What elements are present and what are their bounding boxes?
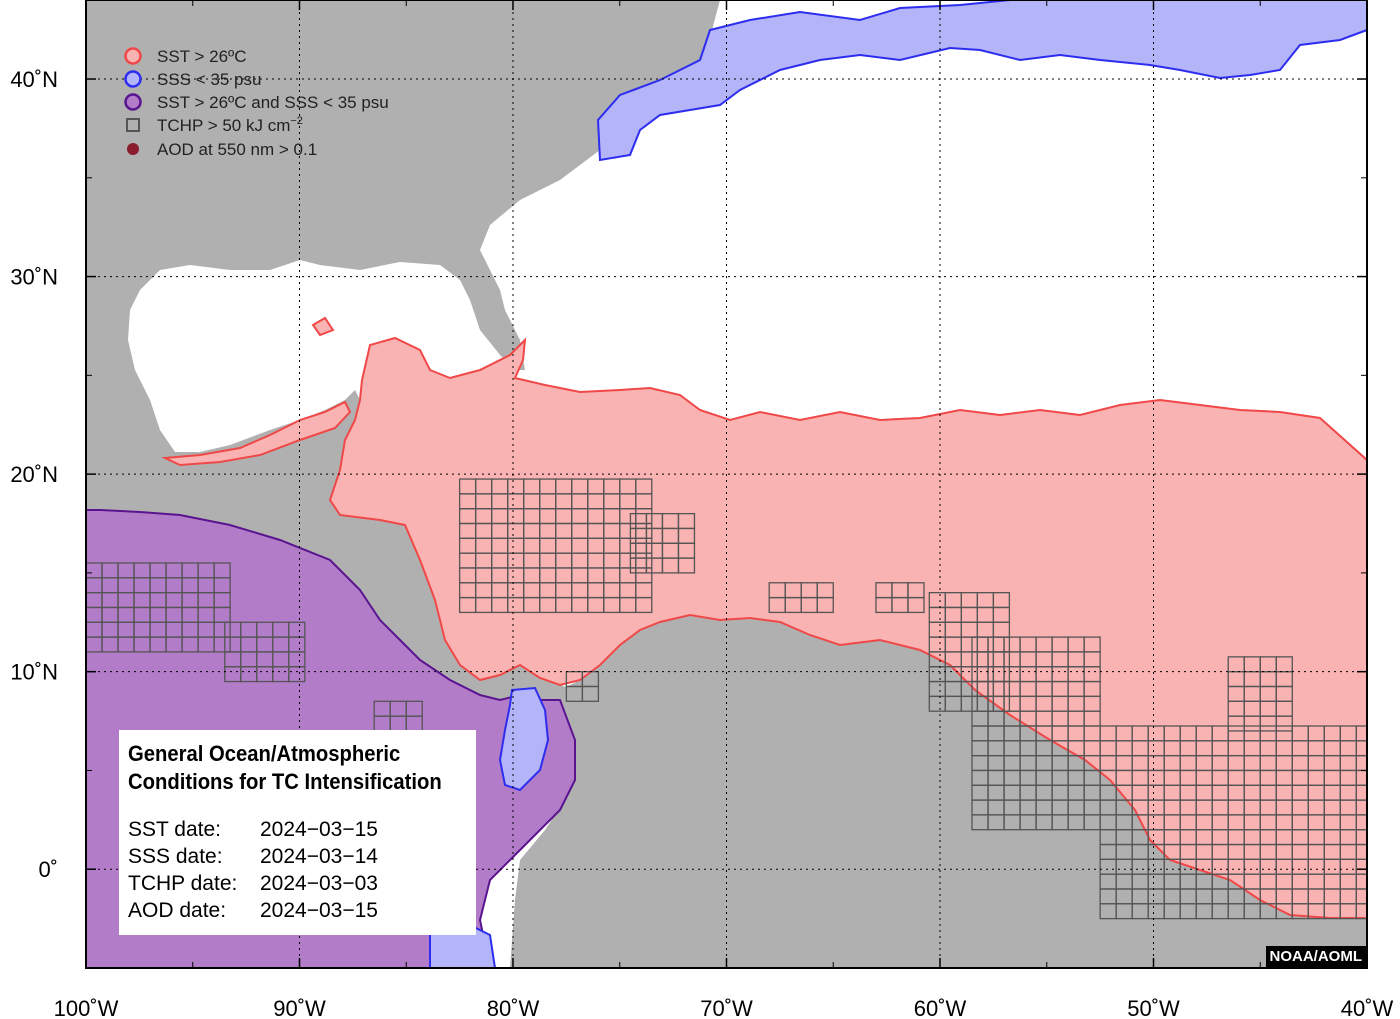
legend-symbol-tchp: [126, 118, 140, 132]
info-value-sst: 2024−03−15: [260, 818, 378, 841]
lon-tick-label: 50˚W: [1127, 996, 1180, 1019]
legend-label-sss: SSS < 35 psu: [157, 70, 261, 89]
legend-item-tchp: TCHP > 50 kJ cm−2: [126, 115, 303, 135]
tchp-cell: [405, 700, 423, 717]
lat-tick-label: 0˚: [38, 857, 58, 882]
legend-label-both: SST > 26ºC and SSS < 35 psu: [157, 93, 389, 112]
map-legend: SST > 26ºC SSS < 35 psu SST > 26ºC and S…: [124, 47, 389, 159]
legend-symbol-both: [124, 93, 142, 111]
sst-warm-region: [328, 336, 1367, 919]
credit-badge: NOAA/AOML: [1265, 946, 1366, 968]
north-america-land: [86, 0, 720, 700]
info-box: General Ocean/Atmospheric Conditions for…: [119, 730, 476, 935]
sss-low-region-north: [596, 0, 1367, 162]
tchp-cell: [677, 512, 696, 530]
tchp-cell: [1355, 725, 1367, 742]
sst-warm-patch: [311, 316, 335, 337]
legend-item-sst: SST > 26ºC: [124, 47, 247, 66]
tchp-cell: [213, 562, 231, 579]
lon-tick-label: 60˚W: [914, 996, 967, 1019]
info-value-sss: 2024−03−14: [260, 845, 378, 868]
lon-tick-label: 80˚W: [487, 996, 540, 1019]
legend-symbol-sst: [124, 47, 142, 65]
map-axes: 100˚W 90˚W 80˚W 70˚W 60˚W 50˚W 40˚W 40˚N 30˚N 20˚…: [10, 0, 1394, 1019]
south-america-land: [510, 615, 1367, 968]
tchp-cell: [288, 621, 306, 638]
info-label-sss: SSS date:: [128, 845, 223, 868]
lat-tick-label: 30˚N: [10, 265, 58, 290]
tchp-grid-layer: [86, 478, 1367, 920]
lat-tick-label: 40˚N: [10, 67, 58, 92]
tchp-cell: [992, 592, 1011, 609]
lon-tick-label: 40˚W: [1341, 996, 1394, 1019]
tchp-cell: [635, 478, 653, 495]
info-row-aod: AOD date: 2024−03−15: [128, 897, 466, 924]
info-label-sst: SST date:: [128, 818, 222, 841]
info-value-tchp: 2024−03−03: [260, 872, 378, 895]
legend-symbol-aod: [127, 143, 139, 155]
sss-low-region-panama: [498, 686, 550, 792]
sst-warm-gulf: [161, 400, 352, 467]
legend-label-tchp: TCHP > 50 kJ cm−2: [157, 115, 303, 135]
info-title-line1: General Ocean/Atmospheric: [128, 741, 401, 766]
info-label-tchp: TCHP date:: [128, 872, 238, 895]
info-value-aod: 2024−03−15: [260, 899, 378, 922]
legend-symbol-sss: [124, 70, 142, 88]
legend-item-both: SST > 26ºC and SSS < 35 psu: [124, 93, 389, 112]
info-title-line2: Conditions for TC Intensification: [128, 769, 442, 794]
info-row-sss: SSS date: 2024−03−14: [128, 843, 466, 870]
info-row-tchp: TCHP date: 2024−03−03: [128, 870, 466, 897]
info-row-sst: SST date: 2024−03−15: [128, 816, 466, 843]
info-label-aod: AOD date:: [128, 899, 227, 922]
lon-tick-label: 70˚W: [700, 996, 753, 1019]
tchp-cell: [1275, 656, 1293, 673]
legend-item-sss: SSS < 35 psu: [124, 70, 261, 89]
legend-label-sst: SST > 26ºC: [157, 47, 247, 66]
lon-tick-label: 90˚W: [273, 996, 326, 1019]
tchp-cell: [816, 582, 834, 599]
lon-tick-label: 100˚W: [54, 996, 119, 1019]
legend-label-aod: AOD at 550 nm > 0.1: [157, 140, 317, 159]
tchp-cell: [907, 582, 925, 599]
tchp-cell: [1083, 636, 1101, 653]
lat-tick-label: 20˚N: [10, 462, 58, 487]
legend-item-aod: AOD at 550 nm > 0.1: [127, 140, 317, 159]
lat-tick-label: 10˚N: [10, 660, 58, 685]
